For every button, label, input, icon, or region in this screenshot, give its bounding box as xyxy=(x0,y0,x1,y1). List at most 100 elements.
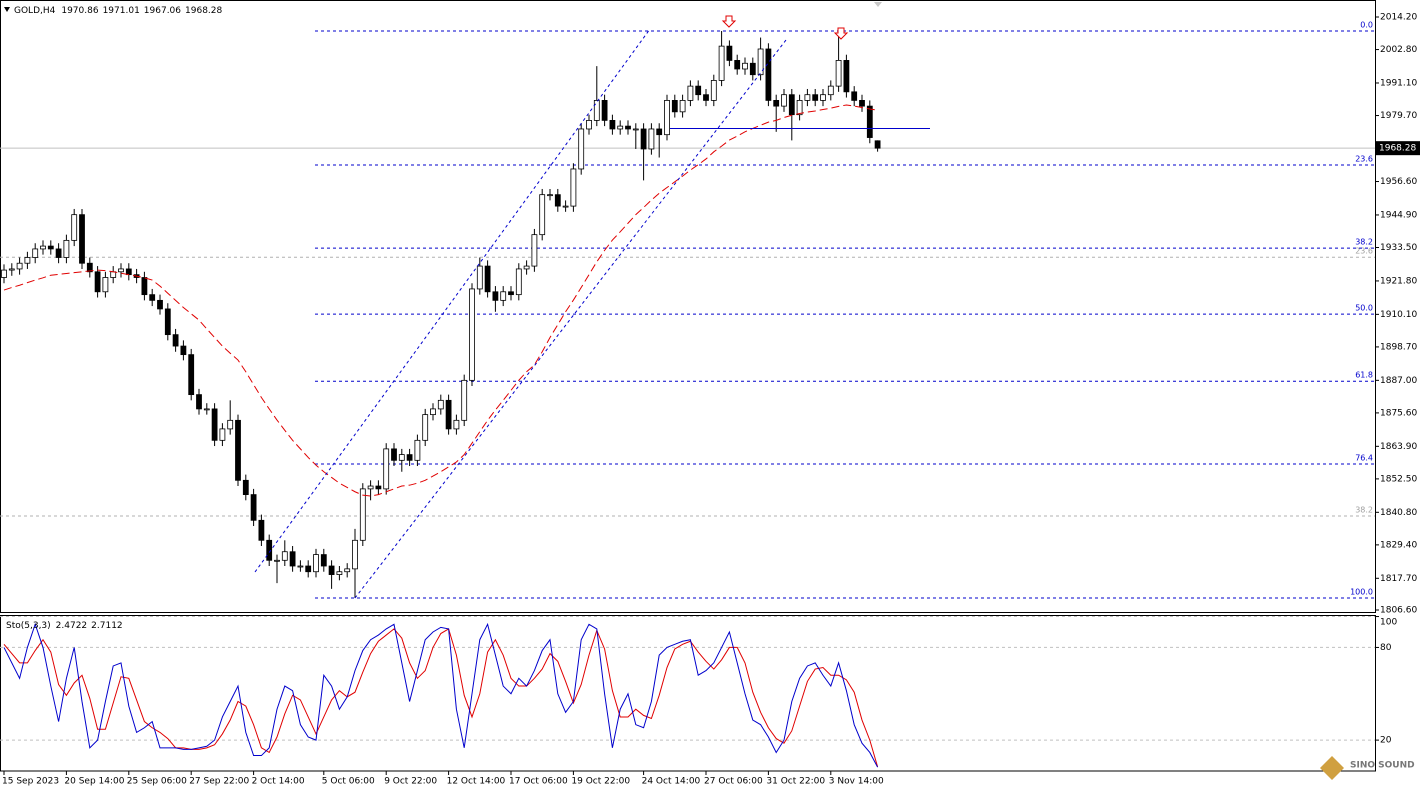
candle-body xyxy=(305,565,312,573)
indicator-name: Sto(5,3,3) xyxy=(6,621,51,631)
candle-body xyxy=(266,539,273,561)
candle-body xyxy=(118,268,124,273)
candle-body xyxy=(515,268,522,296)
y-tick-label: 1887.00 xyxy=(1380,376,1417,386)
plot-layer: 2014.20 2002.80 1991.10 1979.70 1956.60 1944.… xyxy=(0,12,1420,787)
x-tick-label: 20 Sep 14:00 xyxy=(64,777,124,787)
candle-body xyxy=(203,408,210,411)
fib-old-label: 23.6 xyxy=(1355,247,1373,256)
candle-body xyxy=(617,125,624,130)
candle-body xyxy=(398,454,405,461)
x-tick-label: 27 Oct 06:00 xyxy=(704,777,763,787)
candle-body xyxy=(554,194,561,207)
candle-body xyxy=(40,245,46,250)
candle-body xyxy=(531,234,538,267)
candle-body xyxy=(164,308,171,336)
candle-body xyxy=(102,277,109,293)
candle-body xyxy=(157,299,163,310)
candle-body xyxy=(86,262,93,273)
candle-body xyxy=(141,277,148,296)
y-tick-label: 1933.50 xyxy=(1380,243,1417,253)
channel-upper xyxy=(254,28,651,573)
x-tick-label: 19 Oct 22:00 xyxy=(571,777,630,787)
candle-body xyxy=(851,91,858,101)
candle-body xyxy=(570,168,577,207)
candle-body xyxy=(718,45,725,81)
y-tick-label: 1910.10 xyxy=(1380,310,1417,320)
candle-body xyxy=(8,268,15,271)
candle-body xyxy=(843,60,850,93)
high-value: 1971.01 xyxy=(103,6,140,16)
candle-body xyxy=(578,128,585,170)
candle-body xyxy=(671,100,678,113)
candle-body xyxy=(313,554,319,573)
k-value: 2.4722 xyxy=(56,621,88,631)
candle-body xyxy=(687,85,694,101)
symbol: GOLD,H4 xyxy=(14,6,56,16)
y-tick-label: 1806.60 xyxy=(1380,606,1417,616)
candle-body xyxy=(94,271,101,293)
y-tick-label: 1921.80 xyxy=(1380,276,1417,286)
y-tick-label: 80 xyxy=(1380,643,1392,653)
candle-body xyxy=(24,257,31,264)
candle-body xyxy=(188,354,195,396)
stoch-panel-border xyxy=(0,615,1376,772)
x-tick-label: 31 Oct 22:00 xyxy=(766,777,825,787)
candle-body xyxy=(593,100,600,121)
candle-body xyxy=(695,85,702,96)
candle-body xyxy=(484,265,491,293)
candle-body xyxy=(196,394,202,410)
fib-label: 38.2 xyxy=(1355,238,1373,247)
candle-body xyxy=(211,408,218,441)
candle-body xyxy=(1,269,7,278)
fib-label: 50.0 xyxy=(1355,304,1373,313)
candle-body xyxy=(874,140,881,149)
candle-body xyxy=(344,568,351,573)
candle-body xyxy=(414,439,421,461)
candle-body xyxy=(679,100,686,113)
watermark: SINO SOUND xyxy=(1350,761,1415,771)
candle-body xyxy=(742,62,748,70)
candle-body xyxy=(820,94,826,101)
candle-body xyxy=(866,105,873,138)
x-tick-label: 2 Oct 14:00 xyxy=(252,777,305,787)
candle-body xyxy=(235,419,241,481)
candle-body xyxy=(63,239,70,258)
fib-label: 100.0 xyxy=(1350,588,1373,597)
candle-body xyxy=(703,94,709,101)
candle-body xyxy=(461,379,468,421)
candle-body xyxy=(242,479,249,495)
candle-body xyxy=(383,448,390,490)
candle-body xyxy=(359,488,366,541)
candle-body xyxy=(437,399,444,410)
candle-body xyxy=(609,120,616,130)
candle-body xyxy=(336,571,343,575)
candle-body xyxy=(55,248,62,258)
candle-body xyxy=(430,408,436,416)
candle-body xyxy=(648,128,655,150)
y-tick-label: 1875.60 xyxy=(1380,408,1417,418)
shift-marker xyxy=(874,2,882,7)
candle-body xyxy=(632,128,639,131)
candle-body xyxy=(757,48,764,76)
candle-body xyxy=(422,414,429,441)
y-tick-label: 1991.10 xyxy=(1380,78,1417,88)
stochastic-line xyxy=(3,622,879,768)
fib-label: 76.4 xyxy=(1355,454,1373,463)
y-tick-label: 20 xyxy=(1380,736,1392,746)
fib-label: 0.0 xyxy=(1360,20,1373,29)
candle-body xyxy=(391,448,397,461)
fib-old-label: 38.2 xyxy=(1355,506,1373,515)
candle-body xyxy=(258,519,265,541)
current-price-box xyxy=(1376,141,1420,156)
candle-body xyxy=(625,125,631,130)
symbol-menu-icon xyxy=(4,7,10,12)
candle-body xyxy=(562,205,569,208)
main-panel-border xyxy=(0,0,1376,613)
candle-body xyxy=(367,485,374,490)
watermark-logo xyxy=(1320,756,1344,780)
x-tick-label: 5 Oct 06:00 xyxy=(322,777,375,787)
x-tick-label: 12 Oct 14:00 xyxy=(447,777,506,787)
candle-body xyxy=(656,128,663,136)
low-value: 1967.06 xyxy=(144,6,181,16)
